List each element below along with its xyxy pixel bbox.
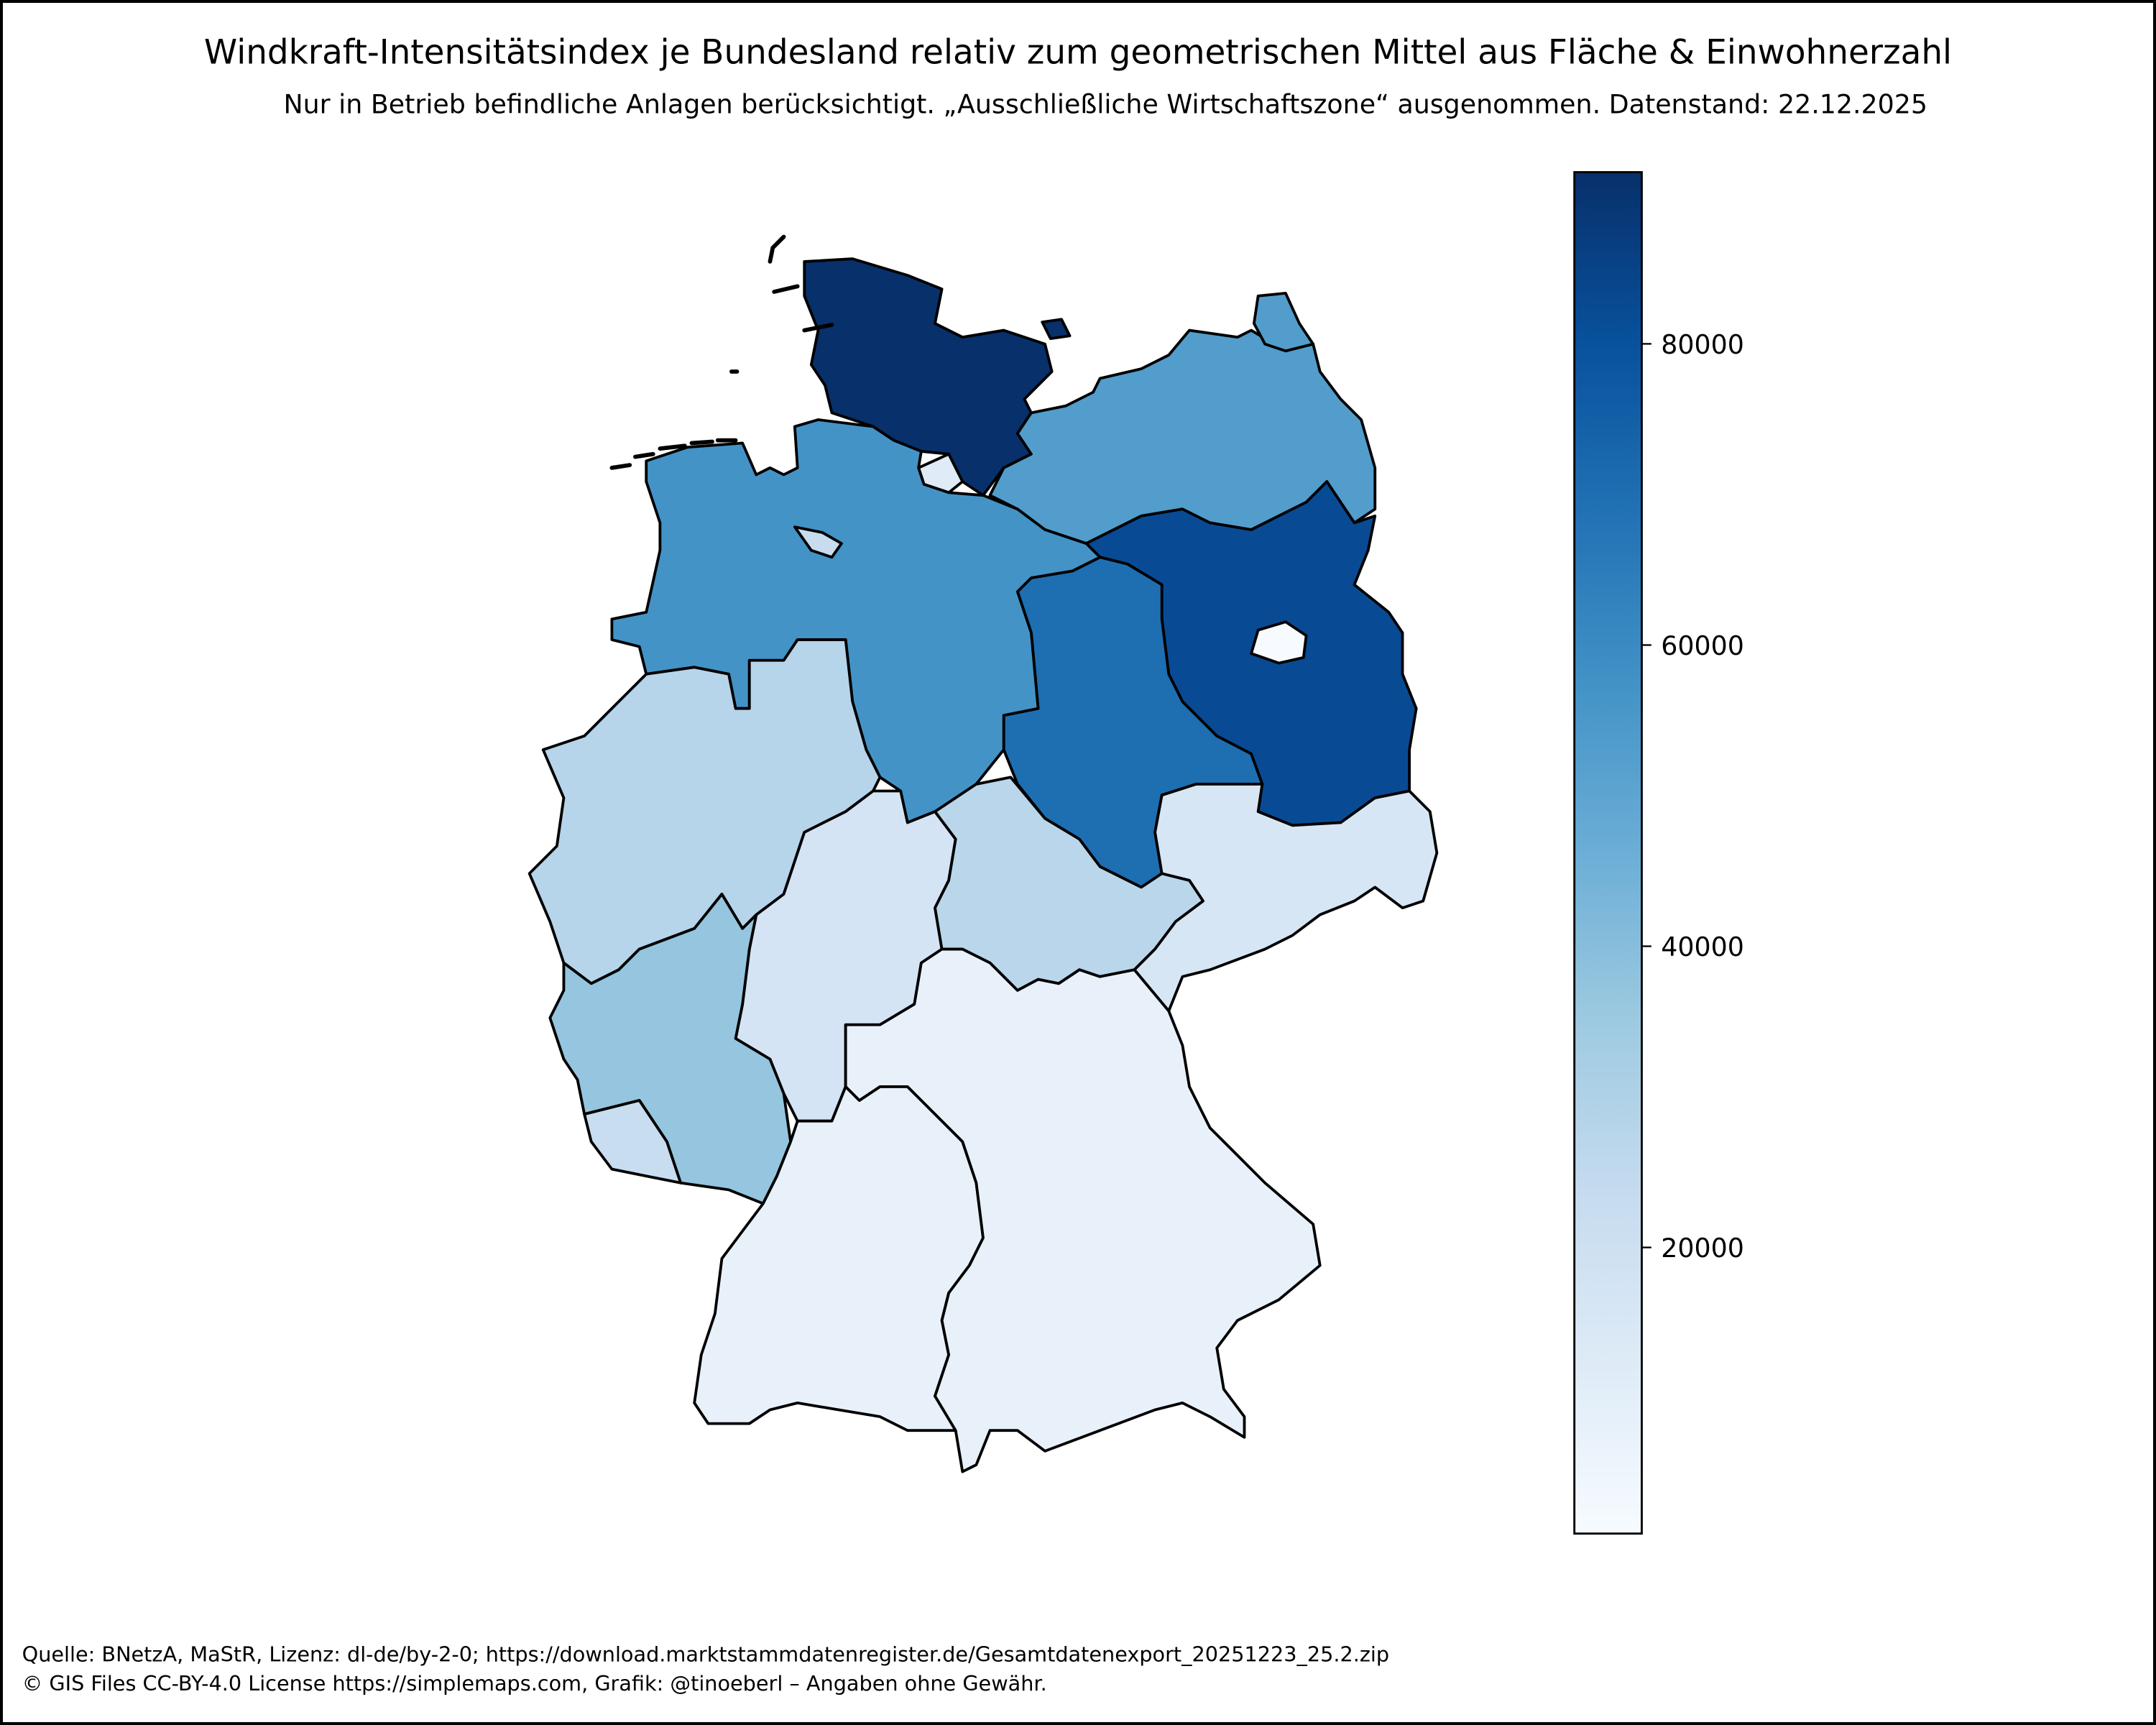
island-ruegen bbox=[1252, 291, 1315, 353]
colorbar-gradient bbox=[1573, 171, 1643, 1535]
chart-subtitle: Nur in Betrieb befindliche Anlagen berüc… bbox=[283, 88, 1927, 119]
state-bayern bbox=[844, 947, 1322, 1473]
state-berlin bbox=[1250, 620, 1308, 665]
colorbar-tick-label: 80000 bbox=[1661, 329, 1744, 360]
state-bremen bbox=[793, 525, 843, 559]
chart-title: Windkraft-Intensitätsindex je Bundesland… bbox=[204, 32, 1952, 72]
source-note: Quelle: BNetzA, MaStR, Lizenz: dl-de/by-… bbox=[22, 1642, 1389, 1667]
license-note: © GIS Files CC-BY-4.0 License https://si… bbox=[22, 1671, 1047, 1696]
island-fehmarn bbox=[1041, 318, 1072, 340]
colorbar-tick-label: 60000 bbox=[1661, 630, 1744, 661]
state-rheinland-pfalz bbox=[548, 893, 793, 1205]
germany-map bbox=[528, 234, 1439, 1473]
state-sachsen bbox=[1133, 783, 1439, 1013]
colorbar-tick-label: 40000 bbox=[1661, 932, 1744, 962]
colorbar: 20000 40000 60000 80000 bbox=[1573, 171, 1744, 1535]
state-saarland bbox=[583, 1099, 682, 1184]
north-sea-islands bbox=[609, 234, 834, 470]
colorbar-tick-label: 20000 bbox=[1661, 1233, 1744, 1264]
